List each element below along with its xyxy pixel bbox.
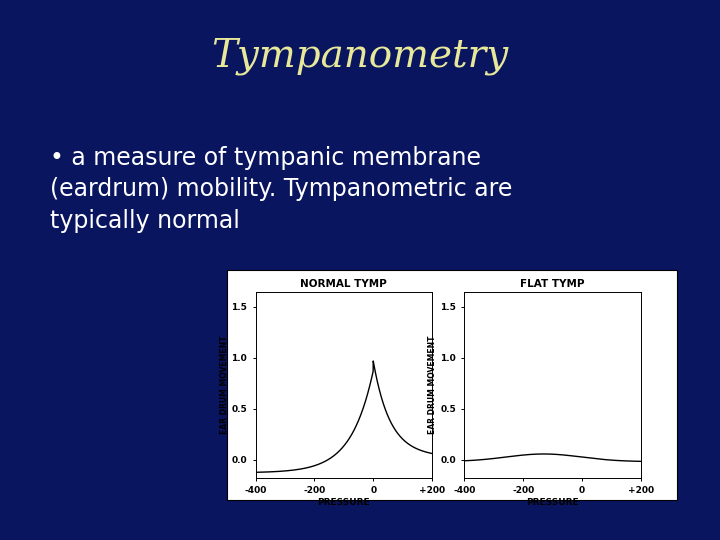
- Title: FLAT TYMP: FLAT TYMP: [521, 279, 585, 289]
- X-axis label: PRESSURE: PRESSURE: [318, 498, 370, 507]
- Y-axis label: EAR DRUM MOVEMENT: EAR DRUM MOVEMENT: [428, 335, 438, 434]
- X-axis label: PRESSURE: PRESSURE: [526, 498, 579, 507]
- Text: • a measure of tympanic membrane
(eardrum) mobility. Tympanometric are
typically: • a measure of tympanic membrane (eardru…: [50, 146, 513, 233]
- Text: Tympanometry: Tympanometry: [212, 38, 508, 75]
- Y-axis label: EAR DRUM MOVEMENT: EAR DRUM MOVEMENT: [220, 335, 229, 434]
- Title: NORMAL TYMP: NORMAL TYMP: [300, 279, 387, 289]
